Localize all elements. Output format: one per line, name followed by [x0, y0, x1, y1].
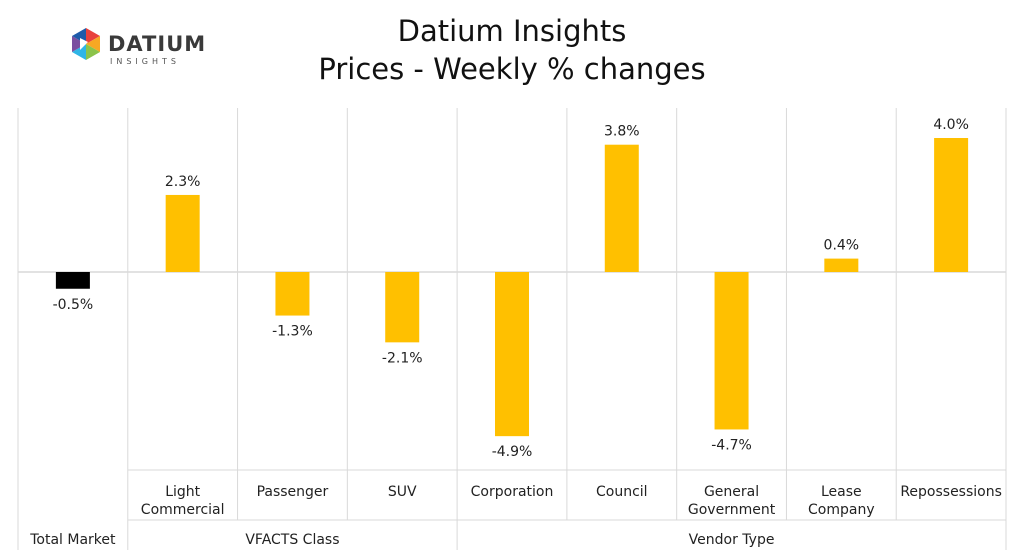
category-tick-label: SUV	[388, 484, 417, 500]
datium-logo: DATIUM INSIGHTS	[72, 28, 206, 66]
category-tick-label: Passenger	[257, 484, 329, 500]
category-tick-label: Repossessions	[900, 484, 1002, 500]
bar	[824, 258, 859, 272]
group-label: Vendor Type	[689, 532, 775, 548]
bar	[385, 272, 420, 343]
chart-title-line2: Prices - Weekly % changes	[318, 52, 706, 86]
category-tick-label: Corporation	[471, 484, 554, 500]
category-tick-label: Government	[688, 502, 776, 518]
bar	[714, 272, 749, 430]
group-label: Total Market	[29, 532, 116, 548]
group-label: VFACTS Class	[245, 532, 339, 548]
data-label: -4.9%	[492, 444, 533, 460]
data-label: 4.0%	[933, 117, 969, 133]
bar	[495, 272, 529, 437]
logo-wordmark: DATIUM	[108, 32, 206, 56]
data-label: 2.3%	[165, 174, 201, 190]
data-label: 3.8%	[604, 124, 640, 140]
bar	[934, 138, 969, 272]
bar	[165, 194, 200, 272]
data-label: -0.5%	[53, 297, 94, 313]
data-label: -2.1%	[382, 350, 423, 366]
category-tick-label: Commercial	[141, 502, 225, 518]
category-tick-label: General	[704, 484, 759, 500]
chart-title-line1: Datium Insights	[397, 14, 627, 48]
bar	[275, 272, 310, 316]
logo-subtitle: INSIGHTS	[110, 57, 180, 66]
bar	[604, 144, 639, 272]
category-tick-label: Light	[165, 484, 200, 500]
category-tick-label: Lease	[821, 484, 862, 500]
data-label: -1.3%	[272, 324, 313, 340]
bar	[55, 272, 90, 289]
data-label: 0.4%	[824, 238, 860, 254]
datium-logo-mark-icon	[72, 28, 100, 60]
category-tick-label: Council	[596, 484, 648, 500]
data-label: -4.7%	[711, 437, 752, 453]
category-tick-label: Company	[808, 502, 875, 518]
